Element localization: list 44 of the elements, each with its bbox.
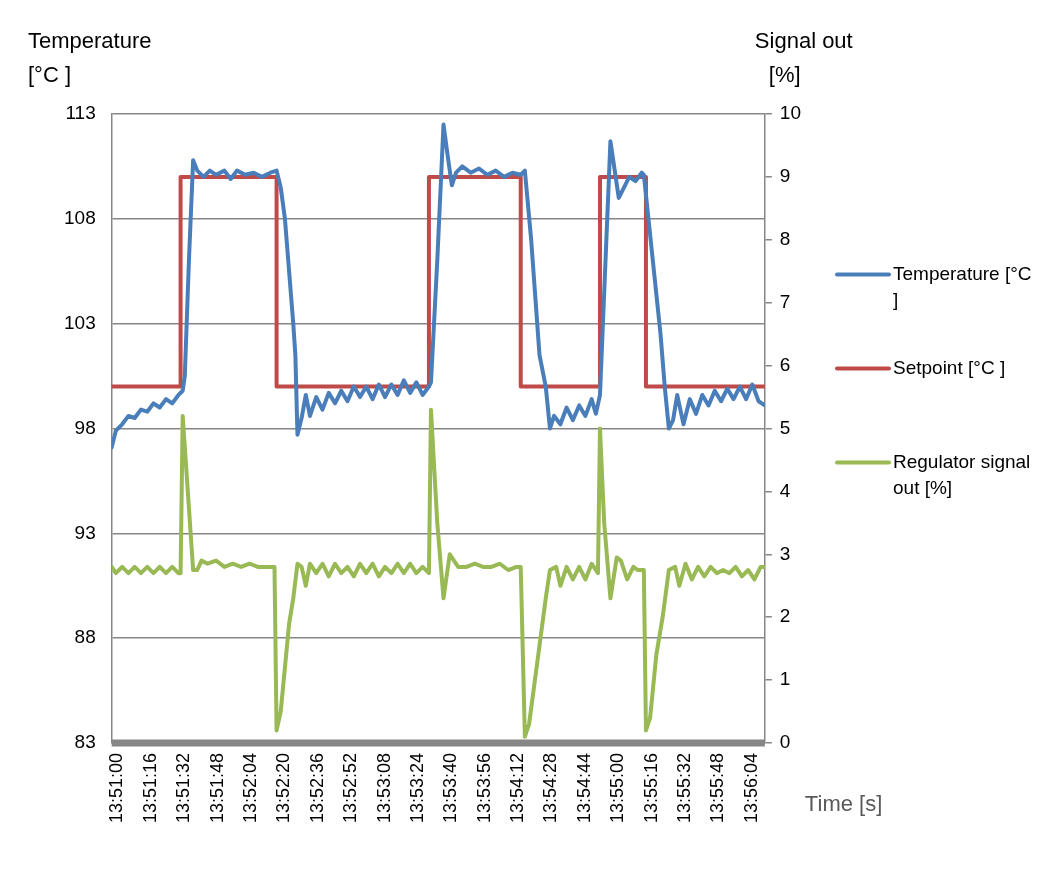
x-tick-label: 13:53:56 (473, 753, 494, 824)
y2-tick-label: 9 (779, 165, 791, 187)
y2-tick-label: 3 (779, 542, 791, 564)
legend-label: Regulator signal out [%] (893, 450, 1031, 498)
x-tick-label: 13:53:08 (373, 753, 394, 824)
y2-axis-title: Signal out [%] (754, 28, 853, 87)
legend-label: Setpoint [°C ] (893, 356, 1006, 378)
x-tick-label: 13:51:32 (173, 753, 194, 824)
legend-label: Temperature [°C ] (893, 262, 1032, 310)
y-tick-label: 113 (65, 102, 96, 124)
x-tick-label: 13:51:00 (106, 753, 127, 824)
x-tick-label: 13:52:20 (273, 753, 294, 824)
x-tick-label: 13:53:40 (440, 753, 461, 824)
y2-tick-label: 1 (779, 668, 791, 690)
x-tick-label: 13:56:04 (740, 753, 761, 824)
x-tick-label: 13:53:24 (406, 753, 427, 824)
y2-tick-label: 4 (779, 479, 791, 501)
x-tick-label: 13:55:00 (607, 753, 628, 824)
y-tick-label: 98 (74, 416, 96, 438)
y2-tick-label: 2 (779, 605, 791, 627)
x-axis-title: Time [s] (804, 791, 883, 816)
x-tick-label: 13:52:04 (239, 753, 260, 824)
x-tick-label: 13:52:36 (306, 753, 327, 824)
x-tick-label: 13:54:28 (540, 753, 561, 824)
y-tick-label: 93 (74, 521, 96, 543)
y2-tick-label: 7 (779, 290, 791, 312)
x-tick-label: 13:54:12 (507, 753, 528, 824)
x-tick-label: 13:55:16 (640, 753, 661, 824)
x-tick-label: 13:55:48 (707, 753, 728, 824)
y2-tick-label: 5 (779, 416, 791, 438)
y2-tick-label: 6 (779, 353, 791, 375)
y2-tick-label: 0 (779, 731, 791, 753)
y2-tick-label: 8 (779, 228, 791, 250)
y-tick-label: 103 (64, 311, 96, 333)
y-tick-label: 88 (74, 626, 96, 648)
y-tick-label: 108 (64, 207, 96, 229)
x-tick-label: 13:54:44 (573, 753, 594, 824)
y-axis-title: Temperature [°C ] (28, 28, 152, 87)
y-tick-label: 83 (74, 731, 96, 753)
x-tick-label: 13:51:48 (206, 753, 227, 824)
x-tick-label: 13:55:32 (674, 753, 695, 824)
y2-tick-label: 10 (779, 102, 802, 124)
x-tick-label: 13:51:16 (139, 753, 160, 824)
x-tick-label: 13:52:52 (340, 753, 361, 824)
